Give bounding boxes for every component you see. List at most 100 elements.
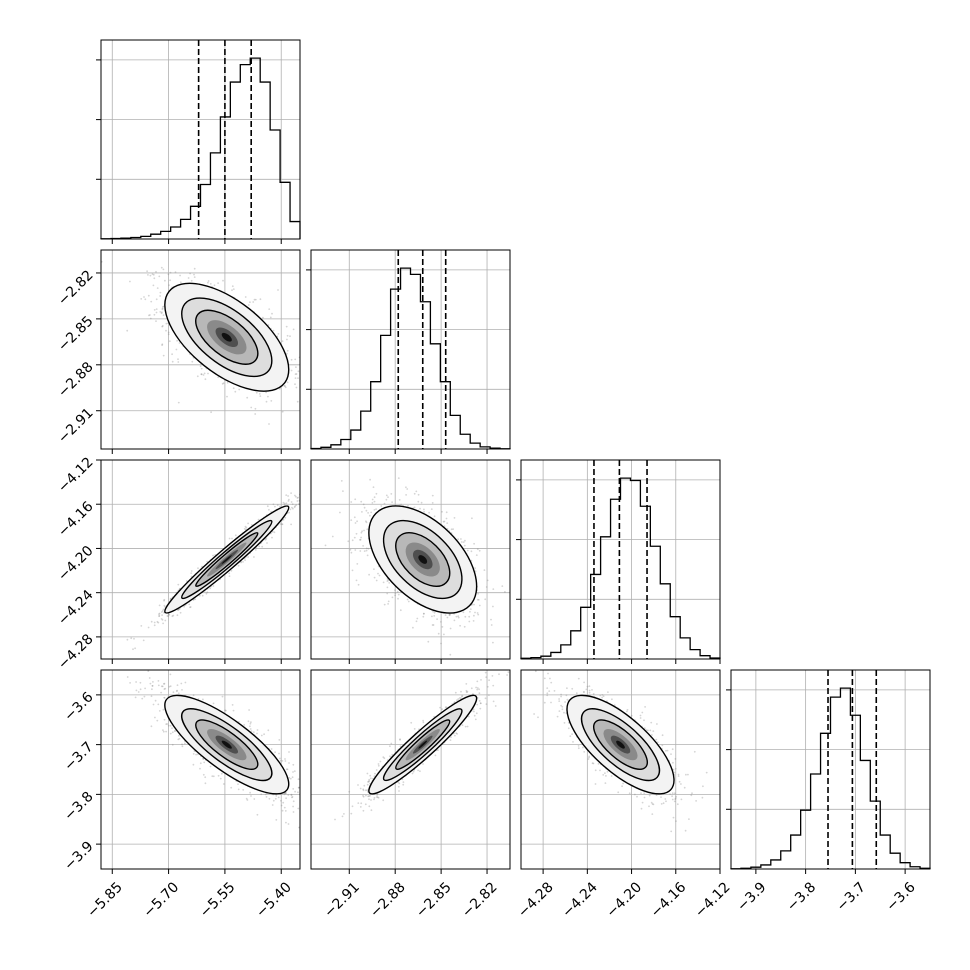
scatter-point xyxy=(294,505,296,508)
scatter-point xyxy=(205,592,208,595)
scatter-point xyxy=(260,793,263,796)
scatter-point xyxy=(365,520,367,523)
scatter-point xyxy=(258,545,261,548)
histogram-line xyxy=(310,267,511,450)
scatter-point xyxy=(203,372,206,375)
scatter-point xyxy=(291,776,294,779)
scatter-point xyxy=(244,559,247,561)
scatter-point xyxy=(455,615,458,618)
scatter-point xyxy=(415,620,418,623)
scatter-point xyxy=(254,549,257,551)
scatter-point xyxy=(267,395,269,398)
scatter-point xyxy=(338,450,340,452)
scatter-point xyxy=(255,391,258,394)
scatter-point xyxy=(162,708,165,711)
scatter-point xyxy=(207,372,209,375)
scatter-point xyxy=(126,329,129,332)
scatter-point xyxy=(261,545,264,548)
scatter-point xyxy=(373,509,376,511)
scatter-point xyxy=(167,333,170,336)
scatter-point xyxy=(206,560,209,563)
scatter-point xyxy=(279,757,281,760)
panel-frame xyxy=(100,39,301,240)
scatter-point xyxy=(161,307,164,310)
scatter-point xyxy=(372,486,375,489)
scatter-point xyxy=(153,277,156,280)
scatter-point xyxy=(194,598,197,601)
density-fill xyxy=(418,555,428,564)
scatter-point xyxy=(281,809,284,812)
scatter-point xyxy=(266,505,269,508)
scatter-point xyxy=(423,612,425,615)
scatter-point xyxy=(373,500,376,503)
scatter-point xyxy=(147,626,150,629)
scatter-point xyxy=(171,615,174,618)
density-fill xyxy=(221,332,232,342)
scatter-point xyxy=(319,356,321,358)
scatter-point xyxy=(221,695,224,698)
scatter-point xyxy=(290,369,293,372)
pair-panel-p0-p3 xyxy=(96,669,301,874)
scatter-point xyxy=(222,279,224,282)
scatter-point xyxy=(350,519,353,521)
scatter-point xyxy=(475,554,478,556)
scatter-point xyxy=(156,287,159,289)
scatter-point xyxy=(315,485,317,487)
scatter-point xyxy=(291,503,294,506)
hist-panel-p0 xyxy=(96,39,301,244)
scatter-point xyxy=(371,502,374,504)
scatter-point xyxy=(297,786,300,789)
scatter-point xyxy=(339,511,341,514)
scatter-point xyxy=(199,365,202,368)
scatter-point xyxy=(230,786,233,789)
scatter-point xyxy=(453,517,456,519)
scatter-point xyxy=(387,496,389,498)
scatter-point xyxy=(383,502,386,505)
scatter-point xyxy=(285,797,287,800)
scatter-point xyxy=(168,685,171,688)
scatter-point xyxy=(295,373,298,375)
scatter-point xyxy=(483,569,486,571)
scatter-point xyxy=(413,506,416,509)
scatter-point xyxy=(365,547,368,550)
scatter-point xyxy=(287,823,290,825)
scatter-point xyxy=(275,795,278,797)
scatter-point xyxy=(365,509,368,512)
hist-panel-p2 xyxy=(516,459,721,664)
scatter-point xyxy=(417,493,420,496)
scatter-point xyxy=(238,388,241,391)
scatter-point xyxy=(248,709,251,711)
scatter-point xyxy=(161,614,164,616)
scatter-point xyxy=(247,522,250,525)
scatter-point xyxy=(293,770,296,772)
scatter-point xyxy=(443,633,445,636)
scatter-point xyxy=(237,564,240,567)
scatter-point xyxy=(312,483,314,485)
scatter-point xyxy=(370,511,373,514)
scatter-point xyxy=(371,498,374,501)
scatter-point xyxy=(274,505,276,508)
scatter-point xyxy=(391,596,394,599)
scatter-point xyxy=(162,314,165,316)
scatter-point xyxy=(473,614,475,617)
panel-frame xyxy=(520,459,721,660)
scatter-point xyxy=(354,549,357,551)
scatter-point xyxy=(382,581,385,584)
scatter-point xyxy=(219,777,222,780)
scatter-point xyxy=(305,501,307,503)
scatter-point xyxy=(472,620,475,622)
scatter-point xyxy=(363,529,365,532)
scatter-point xyxy=(484,598,487,601)
scatter-point xyxy=(307,489,309,491)
scatter-point xyxy=(366,528,369,531)
scatter-point xyxy=(412,626,414,629)
scatter-point xyxy=(204,378,207,381)
scatter-point xyxy=(396,590,399,593)
scatter-point xyxy=(212,775,215,778)
contour-line xyxy=(164,282,290,392)
scatter-point xyxy=(228,572,231,575)
scatter-point xyxy=(190,572,193,574)
scatter-point xyxy=(231,289,233,291)
scatter-point xyxy=(222,783,225,785)
scatter-point xyxy=(268,508,270,511)
